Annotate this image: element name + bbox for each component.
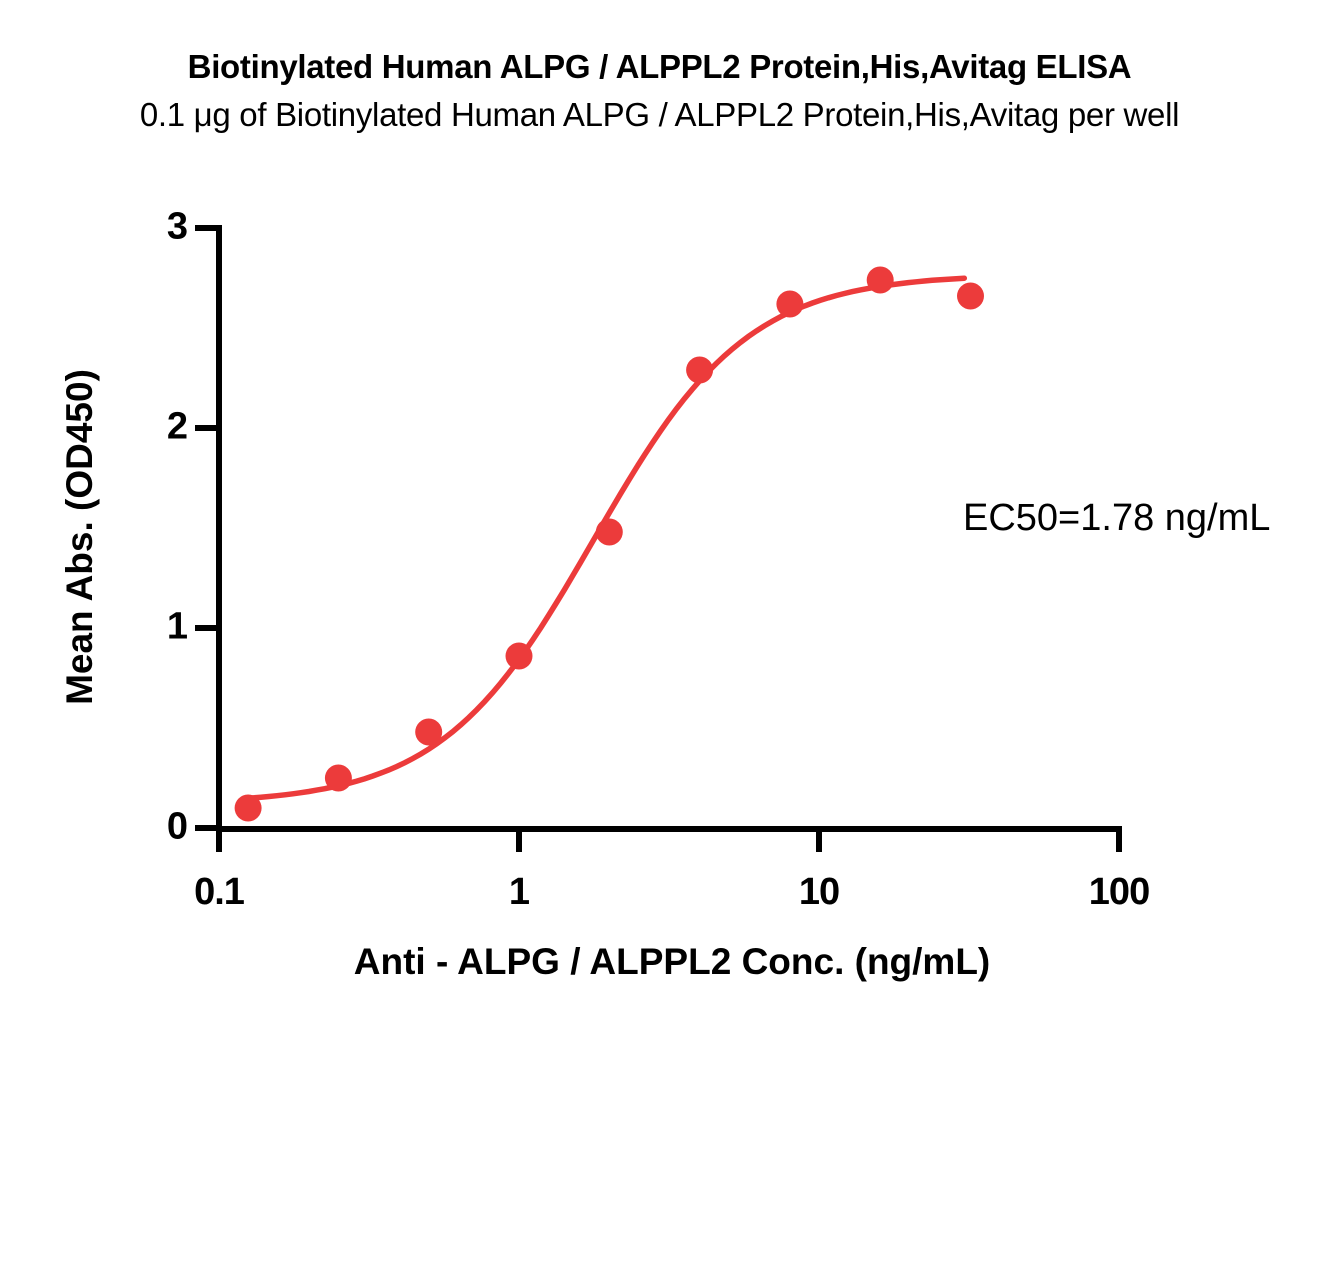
y-tick-label: 3 xyxy=(166,205,188,248)
data-point xyxy=(776,290,804,318)
x-tick-label: 100 xyxy=(1088,871,1150,913)
data-point xyxy=(415,718,443,746)
data-point xyxy=(234,794,262,822)
y-axis-title: Mean Abs. (OD450) xyxy=(59,369,100,705)
x-tick-label: 1 xyxy=(508,871,530,913)
data-point xyxy=(866,266,894,294)
y-tick-label: 0 xyxy=(166,805,188,848)
x-axis-title: Anti - ALPG / ALPPL2 Conc. (ng/mL) xyxy=(353,941,991,982)
x-tick-label: 0.1 xyxy=(194,871,245,913)
ec50-annotation: EC50=1.78 ng/mL xyxy=(963,497,1271,539)
data-point xyxy=(324,764,352,792)
x-tick-label: 10 xyxy=(798,871,840,913)
chart-title: Biotinylated Human ALPG / ALPPL2 Protein… xyxy=(187,48,1132,85)
data-point xyxy=(505,642,533,670)
chart-subtitle: 0.1 μg of Biotinylated Human ALPG / ALPP… xyxy=(139,96,1180,133)
data-point xyxy=(595,518,623,546)
y-tick-label: 1 xyxy=(166,605,188,648)
y-tick-label: 2 xyxy=(166,405,188,448)
data-point xyxy=(686,356,714,384)
data-point xyxy=(957,282,984,310)
